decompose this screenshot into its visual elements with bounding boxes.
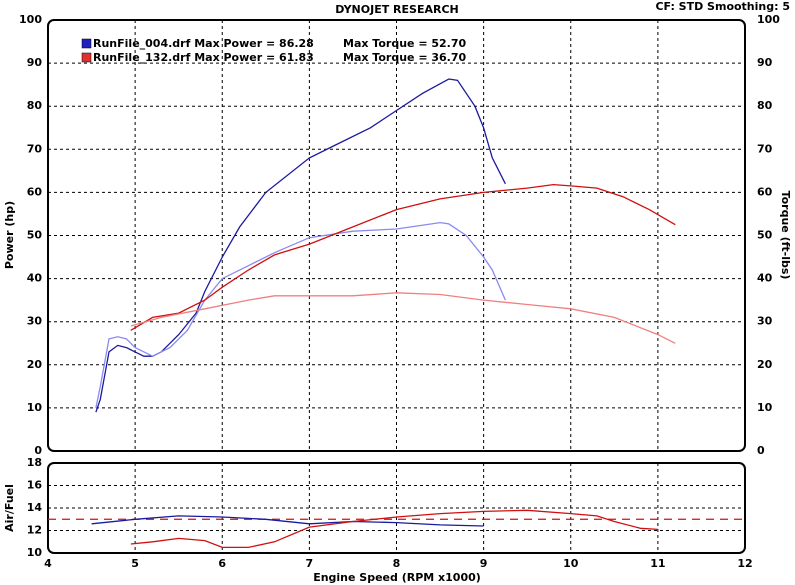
legend-label: Max Torque = 36.70 <box>343 51 467 64</box>
y2-tick-label: 50 <box>757 229 773 242</box>
data-line <box>130 509 658 549</box>
y-tick-label: 16 <box>27 479 43 492</box>
y-tick-label: 100 <box>19 13 42 26</box>
data-line <box>130 292 676 344</box>
afr-axis-title: Air/Fuel <box>3 484 16 532</box>
settings: CF: STD Smoothing: 5 <box>655 0 790 13</box>
chart-title: DYNOJET RESEARCH <box>335 3 458 16</box>
x-tick-label: 9 <box>480 557 488 570</box>
y-tick-label: 10 <box>27 401 43 414</box>
x-tick-label: 11 <box>650 557 665 570</box>
y2-tick-label: 90 <box>757 56 773 69</box>
x-tick-label: 7 <box>306 557 314 570</box>
x-tick-label: 5 <box>131 557 139 570</box>
y2-tick-label: 10 <box>757 401 773 414</box>
y-tick-label: 14 <box>27 501 43 514</box>
y2-tick-label: 0 <box>757 444 765 457</box>
y-tick-label: 60 <box>27 185 43 198</box>
data-line <box>91 515 484 527</box>
y-tick-label: 18 <box>27 456 42 469</box>
data-line <box>95 78 506 413</box>
legend-swatch <box>81 52 92 63</box>
y-tick-label: 40 <box>27 272 43 285</box>
y-tick-label: 0 <box>34 444 42 457</box>
data-line <box>130 183 676 331</box>
y2-tick-label: 30 <box>757 315 773 328</box>
x-tick-label: 12 <box>737 557 752 570</box>
y-tick-label: 80 <box>27 99 43 112</box>
x-tick-label: 4 <box>44 557 52 570</box>
y2-tick-label: 40 <box>757 272 773 285</box>
x-tick-label: 6 <box>218 557 226 570</box>
y-tick-label: 30 <box>27 315 43 328</box>
y-tick-label: 50 <box>27 229 43 242</box>
x-tick-label: 10 <box>563 557 579 570</box>
data-line <box>95 221 506 409</box>
y2-axis-title: Torque (ft-lbs) <box>779 191 792 280</box>
y-axis-title: Power (hp) <box>3 201 16 269</box>
legend-swatch <box>81 38 92 49</box>
x-axis-title: Engine Speed (RPM x1000) <box>313 571 481 584</box>
y-tick-label: 20 <box>27 358 43 371</box>
y2-tick-label: 100 <box>757 13 780 26</box>
y2-tick-label: 70 <box>757 142 773 155</box>
y-tick-label: 90 <box>27 56 43 69</box>
y-tick-label: 70 <box>27 142 43 155</box>
legend-label: RunFile_132.drf Max Power = 61.83 <box>93 51 314 64</box>
y2-tick-label: 20 <box>757 358 773 371</box>
legend-label: Max Torque = 52.70 <box>343 37 467 50</box>
legend-label: RunFile_004.drf Max Power = 86.28 <box>93 37 314 50</box>
y-tick-label: 10 <box>27 546 43 559</box>
y2-tick-label: 60 <box>757 185 773 198</box>
y2-tick-label: 80 <box>757 99 773 112</box>
x-tick-label: 8 <box>393 557 401 570</box>
y-tick-label: 12 <box>27 524 42 537</box>
